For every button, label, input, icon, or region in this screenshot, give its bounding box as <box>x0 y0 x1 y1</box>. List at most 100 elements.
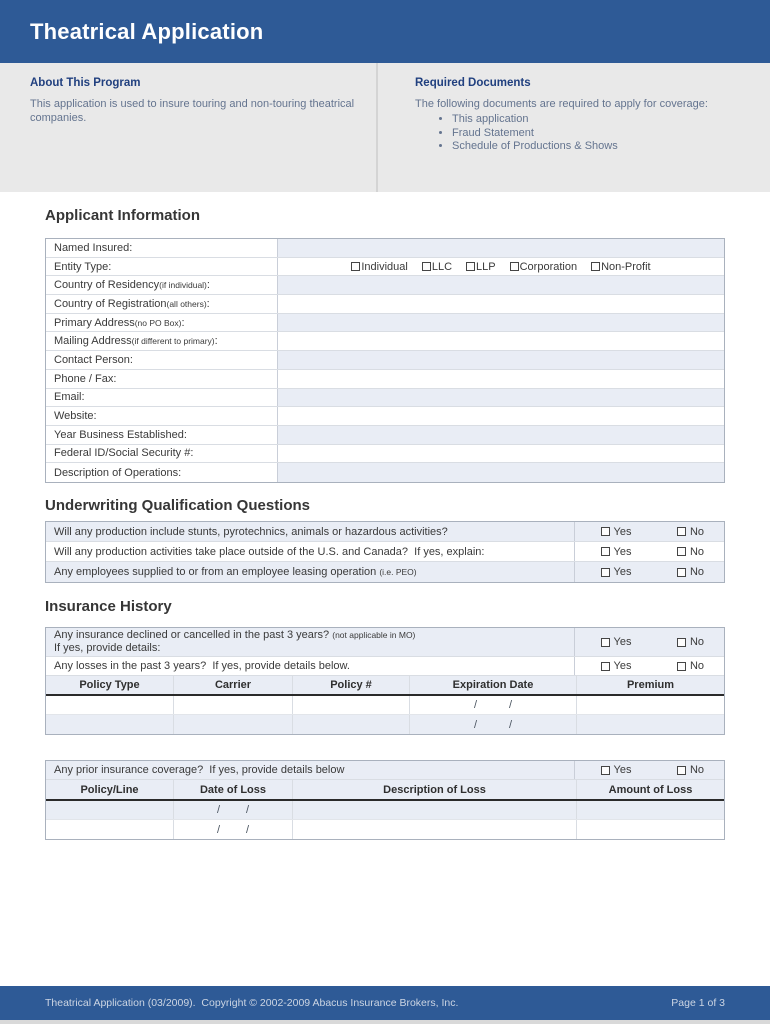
footer-bar: Theatrical Application (03/2009). Copyri… <box>0 986 770 1020</box>
checkbox-llc[interactable]: LLC <box>421 261 452 273</box>
column-header: Date of Loss <box>174 780 293 799</box>
policy-line-cell[interactable] <box>46 820 174 839</box>
policy-number-cell[interactable] <box>293 696 410 714</box>
date-separator: / <box>473 718 477 731</box>
about-section: About This Program This application is u… <box>30 77 362 125</box>
policy-number-cell[interactable] <box>293 715 410 734</box>
checkbox-icon[interactable] <box>600 567 610 577</box>
table-row: / / <box>46 715 724 734</box>
mailing-address-field[interactable] <box>278 332 724 350</box>
table-row: Country of Registration (all others): <box>46 295 724 314</box>
checkbox-llp[interactable]: LLP <box>466 261 496 273</box>
checkbox-icon[interactable] <box>466 262 476 272</box>
expiration-date-cell[interactable]: / / <box>410 696 577 714</box>
primary-address-field[interactable] <box>278 313 724 332</box>
yes-option[interactable]: Yes <box>575 761 657 779</box>
checkbox-corporation[interactable]: Corporation <box>509 261 577 273</box>
question-row: Any prior insurance coverage? If yes, pr… <box>46 761 724 780</box>
premium-cell[interactable] <box>577 696 724 714</box>
policy-type-cell[interactable] <box>46 715 174 734</box>
year-established-field[interactable] <box>278 425 724 444</box>
website-field[interactable] <box>278 407 724 425</box>
checkbox-icon[interactable] <box>421 262 431 272</box>
no-option[interactable]: No <box>657 542 724 561</box>
applicant-information-heading: Applicant Information <box>45 207 200 224</box>
no-option[interactable]: No <box>657 628 724 656</box>
table-row: / / <box>46 696 724 715</box>
footer-copyright: Theatrical Application (03/2009). Copyri… <box>45 997 459 1009</box>
question-row: Any insurance declined or cancelled in t… <box>46 628 724 657</box>
checkbox-icon[interactable] <box>676 661 686 671</box>
website-label: Website: <box>46 407 278 425</box>
phone-fax-field[interactable] <box>278 370 724 388</box>
email-field[interactable] <box>278 388 724 407</box>
carrier-cell[interactable] <box>174 696 293 714</box>
table-row: Year Business Established: <box>46 425 724 445</box>
checkbox-icon[interactable] <box>600 547 610 556</box>
checkbox-icon[interactable] <box>600 527 610 536</box>
question-text: Any losses in the past 3 years? If yes, … <box>46 657 575 675</box>
date-of-loss-cell[interactable]: / / <box>174 801 293 819</box>
checkbox-non-profit[interactable]: Non-Profit <box>591 261 651 273</box>
yes-option[interactable]: Yes <box>575 542 657 561</box>
question-row: Will any production activities take plac… <box>46 542 724 562</box>
table-row: Primary Address (no PO Box): <box>46 313 724 333</box>
column-header: Expiration Date <box>410 676 577 694</box>
policy-line-cell[interactable] <box>46 801 174 819</box>
question-row: Any losses in the past 3 years? If yes, … <box>46 657 724 676</box>
question-text: Any prior insurance coverage? If yes, pr… <box>46 761 575 779</box>
yes-option[interactable]: Yes <box>575 628 657 656</box>
checkbox-icon[interactable] <box>600 637 610 647</box>
header-bar: Theatrical Application <box>0 0 770 63</box>
country-residency-field[interactable] <box>278 276 724 295</box>
contact-person-field[interactable] <box>278 351 724 369</box>
date-of-loss-cell[interactable]: / / <box>174 820 293 839</box>
checkbox-icon[interactable] <box>676 567 686 577</box>
date-separator: / <box>509 699 513 711</box>
checkbox-icon[interactable] <box>676 765 686 775</box>
no-option[interactable]: No <box>657 657 724 675</box>
checkbox-icon[interactable] <box>509 262 519 272</box>
date-separator: / <box>473 699 477 711</box>
table-row: Website: <box>46 407 724 426</box>
no-option[interactable]: No <box>657 761 724 779</box>
column-header: Policy # <box>293 676 410 694</box>
description-of-loss-cell[interactable] <box>293 820 577 839</box>
yes-option[interactable]: Yes <box>575 522 657 541</box>
premium-cell[interactable] <box>577 715 724 734</box>
yes-option[interactable]: Yes <box>575 562 657 582</box>
column-header: Policy Type <box>46 676 174 694</box>
insurance-history-table: Any insurance declined or cancelled in t… <box>45 627 725 735</box>
checkbox-icon[interactable] <box>600 765 610 775</box>
info-divider <box>376 63 378 192</box>
no-option[interactable]: No <box>657 562 724 582</box>
federal-id-label: Federal ID/Social Security #: <box>46 444 278 463</box>
yes-option[interactable]: Yes <box>575 657 657 675</box>
mailing-address-label: Mailing Address (if different to primary… <box>46 332 278 351</box>
checkbox-individual[interactable]: Individual <box>351 261 408 273</box>
table-row: Named Insured: <box>46 239 724 258</box>
checkbox-icon[interactable] <box>676 527 686 536</box>
checkbox-icon[interactable] <box>676 637 686 647</box>
table-row: Email: <box>46 388 724 408</box>
federal-id-field[interactable] <box>278 445 724 463</box>
description-operations-field[interactable] <box>278 463 724 482</box>
checkbox-icon[interactable] <box>600 661 610 671</box>
amount-of-loss-cell[interactable] <box>577 820 724 839</box>
table-row: Federal ID/Social Security #: <box>46 444 724 464</box>
expiration-date-cell[interactable]: / / <box>410 715 577 734</box>
underwriting-heading: Underwriting Qualification Questions <box>45 497 311 514</box>
checkbox-icon[interactable] <box>676 547 686 556</box>
named-insured-field[interactable] <box>278 239 724 257</box>
underwriting-table: Will any production include stunts, pyro… <box>45 521 725 583</box>
description-of-loss-cell[interactable] <box>293 801 577 819</box>
amount-of-loss-cell[interactable] <box>577 801 724 819</box>
carrier-cell[interactable] <box>174 715 293 734</box>
country-registration-field[interactable] <box>278 295 724 313</box>
no-option[interactable]: No <box>657 522 724 541</box>
table-row: Country of Residency (if individual): <box>46 276 724 296</box>
checkbox-icon[interactable] <box>351 262 361 272</box>
policy-type-cell[interactable] <box>46 696 174 714</box>
checkbox-icon[interactable] <box>591 262 601 272</box>
question-text: Will any production activities take plac… <box>46 542 575 561</box>
